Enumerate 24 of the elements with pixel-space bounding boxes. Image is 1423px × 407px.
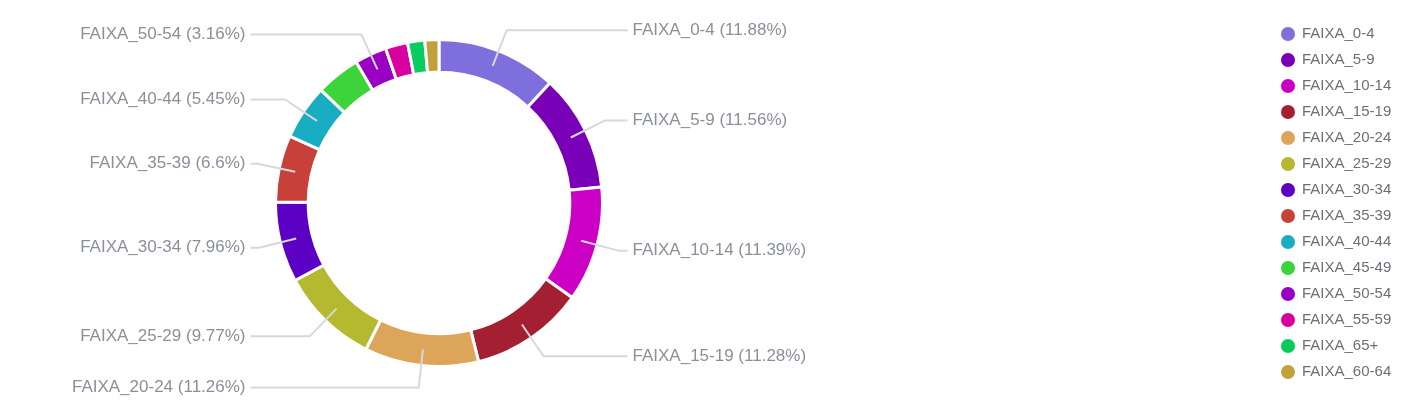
category-label: FAIXA_30-34 (7.96%) (80, 237, 246, 257)
legend-label: FAIXA_55-59 (1302, 310, 1392, 328)
legend-label: FAIXA_30-34 (1302, 180, 1392, 198)
category-label: FAIXA_20-24 (11.26%) (71, 377, 246, 397)
legend-label: FAIXA_50-54 (1302, 284, 1392, 302)
category-label: FAIXA_10-14 (11.39%) (632, 240, 807, 260)
category-label: FAIXA_35-39 (6.6%) (89, 153, 246, 173)
legend-label: FAIXA_35-39 (1302, 206, 1392, 224)
legend-label: FAIXA_65+ (1302, 336, 1379, 354)
category-label: FAIXA_5-9 (11.56%) (632, 110, 788, 130)
legend-label: FAIXA_40-44 (1302, 232, 1392, 250)
legend-label: FAIXA_0-4 (1302, 24, 1375, 42)
legend-label: FAIXA_10-14 (1302, 76, 1392, 94)
legend-label: FAIXA_5-9 (1302, 50, 1375, 68)
category-label: FAIXA_0-4 (11.88%) (632, 19, 788, 39)
category-label: FAIXA_50-54 (3.16%) (80, 24, 246, 44)
legend-label: FAIXA_45-49 (1302, 258, 1392, 276)
category-label: FAIXA_15-19 (11.28%) (632, 345, 807, 365)
legend-label: FAIXA_15-19 (1302, 102, 1392, 120)
legend-label: FAIXA_20-24 (1302, 128, 1392, 146)
category-label: FAIXA_25-29 (9.77%) (80, 325, 246, 345)
legend-label: FAIXA_25-29 (1302, 154, 1392, 172)
legend-label: FAIXA_60-64 (1302, 362, 1392, 380)
category-label: FAIXA_40-44 (5.45%) (80, 89, 246, 109)
